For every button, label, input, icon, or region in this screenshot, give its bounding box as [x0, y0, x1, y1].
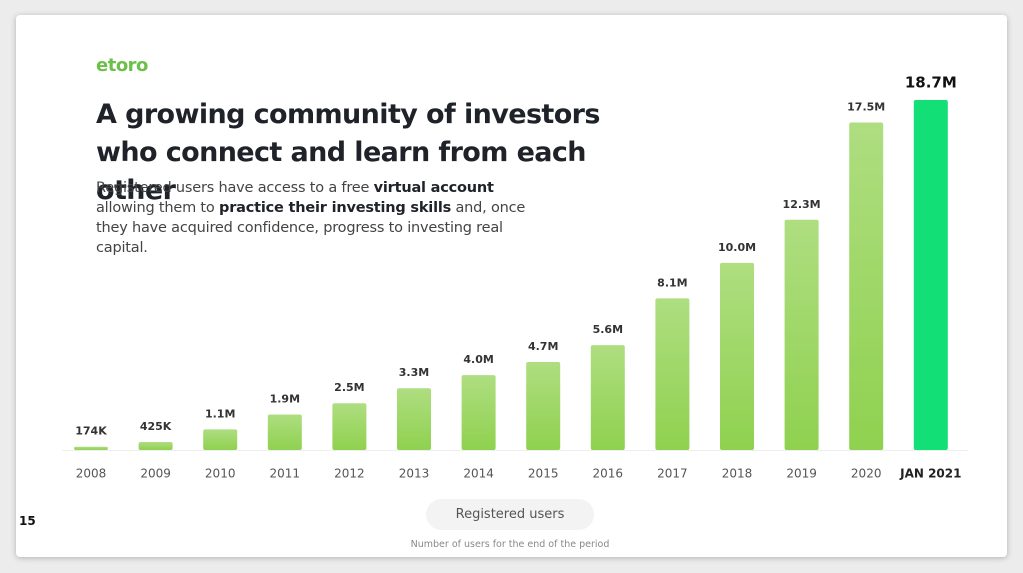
x-tick-label: 2008	[76, 467, 107, 481]
value-label: 425K	[140, 420, 172, 433]
bar	[203, 429, 238, 450]
logo: etoro	[96, 55, 148, 76]
x-tick-label: 2018	[722, 467, 753, 481]
x-tick-label: 2013	[399, 467, 430, 481]
bar	[720, 262, 754, 450]
bar	[526, 362, 561, 450]
bar	[655, 298, 690, 450]
x-tick-label: 2014	[463, 467, 494, 481]
value-label: 1.9M	[270, 392, 300, 405]
bar	[849, 122, 884, 450]
value-label: 18.7M	[905, 74, 957, 92]
value-label: 1.1M	[205, 407, 235, 420]
page-number: 15	[19, 514, 36, 528]
bar	[74, 446, 108, 450]
bar	[461, 375, 496, 450]
value-label: 174K	[75, 425, 107, 438]
x-tick-label: 2010	[205, 467, 236, 481]
description-text: Registered users have access to a free	[96, 180, 374, 196]
value-label: 12.3M	[783, 198, 821, 211]
description: Registered users have access to a free v…	[96, 178, 556, 258]
x-tick-label: 2020	[851, 467, 882, 481]
x-tick-label: 2012	[334, 467, 365, 481]
bar	[138, 442, 173, 450]
bar	[590, 345, 625, 450]
description-emphasis: practice their investing skills	[219, 200, 452, 216]
title: A growing community of investors who con…	[96, 99, 600, 206]
x-tick-label: 2011	[270, 467, 301, 481]
bar	[784, 219, 819, 450]
x-tick-label: 2019	[786, 467, 817, 481]
value-label: 4.0M	[463, 353, 493, 366]
description-text: and, once they have acquired confidence,…	[96, 200, 526, 256]
value-label: 3.3M	[399, 366, 429, 379]
x-tick-label: JAN 2021	[899, 467, 961, 481]
x-tick-label: 2009	[140, 467, 171, 481]
value-label: 10.0M	[718, 241, 756, 254]
slide	[16, 15, 1007, 557]
legend-item: Registered users	[426, 499, 594, 530]
value-label: 17.5M	[847, 100, 885, 113]
bar	[397, 388, 431, 450]
x-tick-label: 2017	[657, 467, 688, 481]
description-text: allowing them to	[96, 200, 220, 216]
bar	[267, 414, 302, 450]
footnote: Number of users for the end of the perio…	[410, 539, 610, 550]
value-label: 2.5M	[334, 381, 364, 394]
value-label: 4.7M	[528, 340, 558, 353]
x-tick-label: 2016	[593, 467, 624, 481]
bar	[913, 100, 948, 450]
description-emphasis: virtual account	[373, 180, 494, 196]
bar	[332, 403, 367, 450]
value-label: 8.1M	[657, 276, 687, 289]
x-tick-label: 2015	[528, 467, 559, 481]
value-label: 5.6M	[593, 323, 623, 336]
